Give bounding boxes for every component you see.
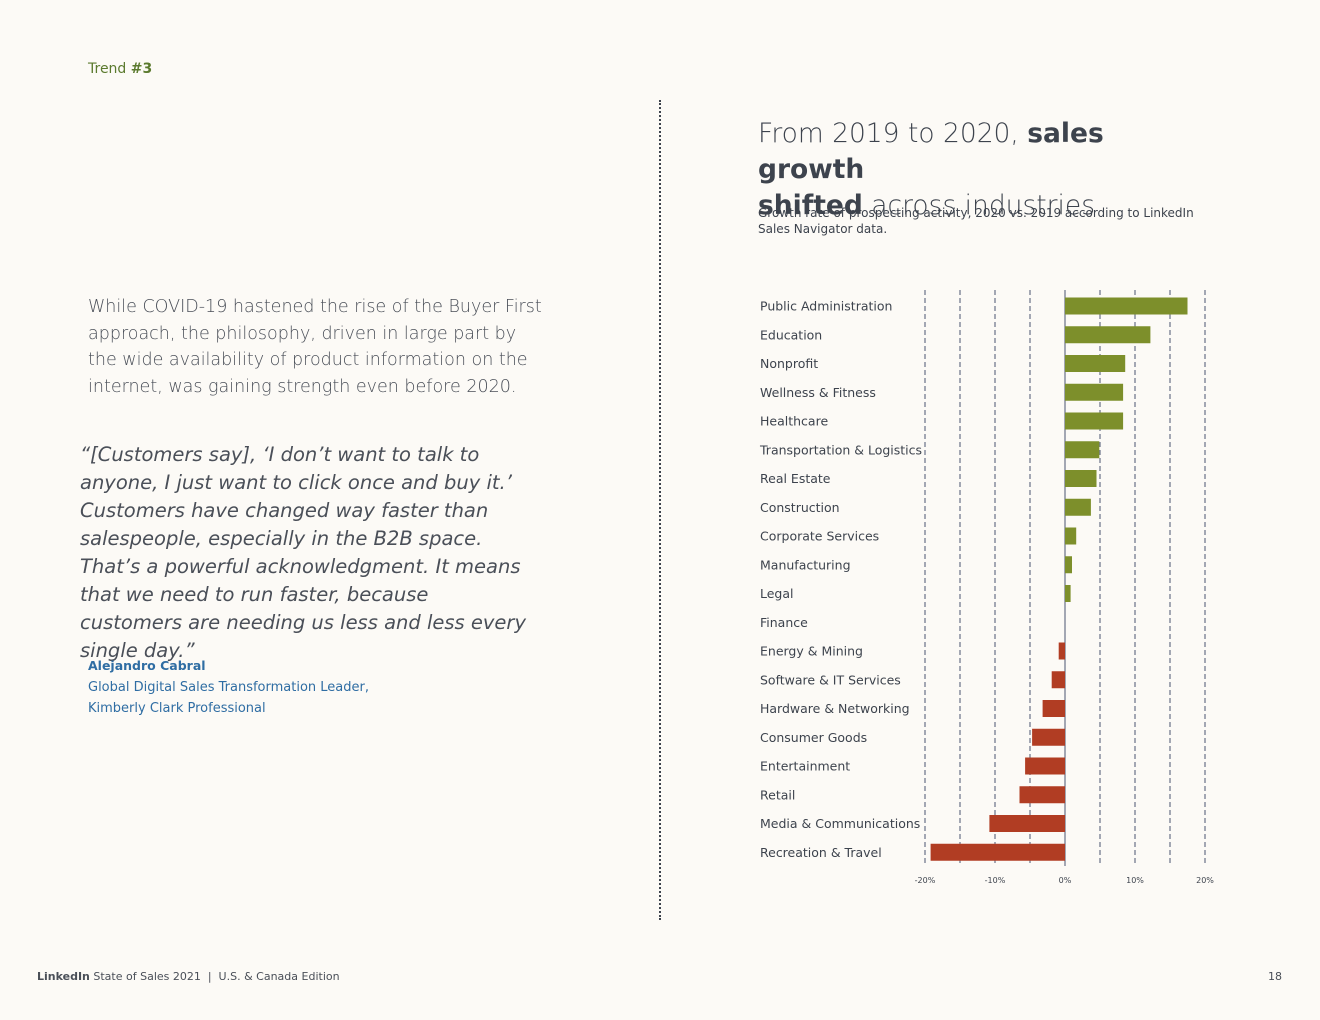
bar <box>1065 556 1072 574</box>
dotted-divider <box>659 100 661 920</box>
trend-label-text: Trend <box>88 61 127 77</box>
bar <box>1065 412 1124 430</box>
x-tick-label: 20% <box>1196 876 1214 885</box>
category-label: Healthcare <box>760 414 828 429</box>
category-label: Energy & Mining <box>760 644 863 659</box>
category-label: Entertainment <box>760 759 850 774</box>
chart-title: From 2019 to 2020, sales growth shifted … <box>758 116 1198 224</box>
bar <box>1051 671 1065 689</box>
bar <box>1019 786 1065 804</box>
bar <box>989 815 1065 832</box>
pull-quote: “[Customers say], ‘I don’t want to talk … <box>80 443 526 662</box>
footer-title: State of Sales 2021 | U.S. & Canada Edit… <box>89 970 340 983</box>
category-label: Finance <box>760 615 808 630</box>
x-tick-label: -10% <box>985 876 1006 885</box>
bar <box>1065 326 1151 344</box>
x-tick-label: 0% <box>1059 876 1072 885</box>
quote-author: Alejandro Cabral <box>88 658 206 673</box>
chart-subtitle: Growth rate of prospecting activity, 202… <box>758 206 1194 236</box>
category-label: Corporate Services <box>760 529 879 544</box>
chart-title-part2: across industries <box>862 190 1096 221</box>
quote-author-company: Kimberly Clark Professional <box>88 701 266 716</box>
bar <box>1065 355 1126 372</box>
x-tick-label: -20% <box>915 876 936 885</box>
category-label: Transportation & Logistics <box>759 442 922 457</box>
category-label: Software & IT Services <box>760 672 901 687</box>
chart-title-bold2: shifted <box>758 190 863 221</box>
bar <box>1065 383 1124 401</box>
bar <box>1025 757 1065 775</box>
bar <box>1065 585 1071 602</box>
bar <box>1032 728 1065 746</box>
footer-brand: LinkedIn <box>37 970 90 983</box>
page-number: 18 <box>1268 970 1282 983</box>
x-tick-label: 10% <box>1126 876 1144 885</box>
bar <box>1065 297 1188 315</box>
category-label: Real Estate <box>760 471 831 486</box>
bar <box>1065 498 1091 516</box>
intro-paragraph: While COVID-19 hastened the rise of the … <box>88 297 542 398</box>
category-label: Public Administration <box>760 299 892 314</box>
chart-title-part1: From 2019 to 2020, <box>758 118 1028 149</box>
chart-title-bold1: sales growth <box>758 118 1104 185</box>
bar <box>1065 527 1077 545</box>
category-label: Wellness & Fitness <box>760 385 876 400</box>
bar <box>930 843 1065 861</box>
trend-label: Trend #3 <box>88 61 152 77</box>
bar <box>1065 441 1100 459</box>
category-label: Media & Communications <box>760 816 920 831</box>
category-label: Legal <box>760 586 794 601</box>
category-label: Nonprofit <box>760 356 818 371</box>
bar <box>1065 470 1097 487</box>
quote-author-role: Global Digital Sales Transformation Lead… <box>88 680 369 695</box>
bar <box>1042 700 1065 717</box>
category-label: Education <box>760 327 822 342</box>
bar <box>1058 642 1065 660</box>
category-label: Consumer Goods <box>760 730 867 745</box>
category-label: Recreation & Travel <box>760 845 882 860</box>
trend-number: #3 <box>130 61 153 77</box>
footer: LinkedIn State of Sales 2021 | U.S. & Ca… <box>37 970 340 983</box>
category-label: Hardware & Networking <box>760 701 910 716</box>
category-label: Construction <box>760 500 840 515</box>
category-label: Retail <box>760 787 795 802</box>
category-label: Manufacturing <box>760 557 851 572</box>
